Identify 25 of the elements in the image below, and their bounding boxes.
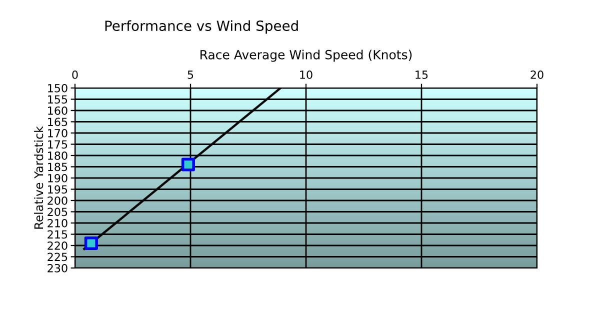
y-tick-label: 215 bbox=[48, 230, 68, 239]
y-tick-label: 155 bbox=[48, 95, 68, 104]
y-tick-label: 220 bbox=[48, 241, 68, 250]
y-tick-label: 190 bbox=[48, 174, 68, 182]
x-tick-label: 0 bbox=[72, 70, 78, 79]
x-tick-label: 15 bbox=[416, 70, 428, 79]
x-tick-label: 10 bbox=[300, 70, 312, 79]
y-tick-label: 200 bbox=[48, 196, 68, 205]
y-tick-label: 185 bbox=[48, 162, 68, 172]
y-tick-label: 165 bbox=[48, 118, 68, 126]
y-tick-label: 205 bbox=[48, 208, 68, 216]
y-tick-label: 170 bbox=[48, 128, 68, 138]
y-axis-title: Relative Yardstick bbox=[34, 126, 44, 229]
y-tick-label: 160 bbox=[48, 106, 68, 115]
y-tick-label: 225 bbox=[48, 252, 68, 262]
y-tick-label: 195 bbox=[48, 185, 68, 194]
y-tick-label: 175 bbox=[48, 140, 68, 149]
y-tick-label: 150 bbox=[48, 84, 68, 92]
x-tick-label: 5 bbox=[188, 70, 194, 79]
chart-title: Performance vs Wind Speed bbox=[105, 20, 298, 34]
y-tick-label: 180 bbox=[48, 151, 68, 160]
y-tick-label: 210 bbox=[48, 218, 68, 228]
x-tick-label: 20 bbox=[530, 70, 544, 79]
x-axis-title: Race Average Wind Speed (Knots) bbox=[200, 50, 412, 62]
y-tick-label: 230 bbox=[48, 264, 68, 272]
